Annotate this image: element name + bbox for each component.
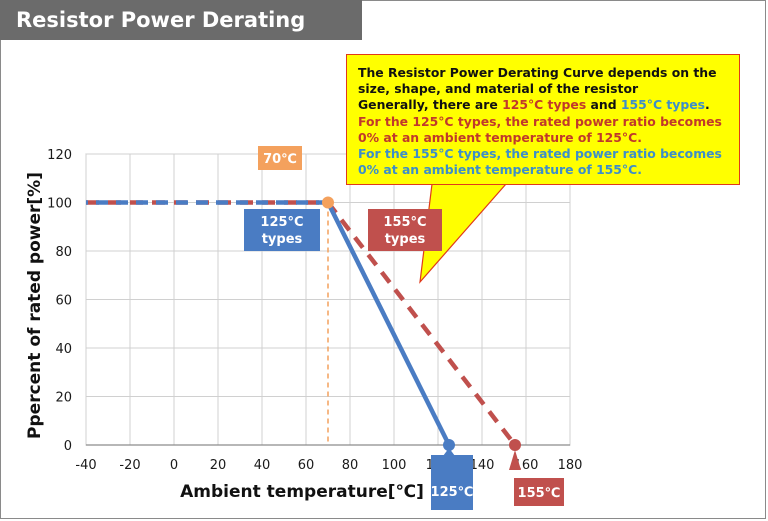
- type-155-label: 155°C types: [368, 209, 442, 251]
- explanation-callout: The Resistor Power Derating Curve depend…: [346, 54, 740, 185]
- note-line-2: size, shape, and material of the resisto…: [358, 81, 639, 97]
- type-125-label: 125°C types: [244, 209, 320, 251]
- x-axis-title: Ambient temperature[℃]: [180, 482, 424, 502]
- x-tick-label: 180: [558, 458, 583, 473]
- y-tick-label: 120: [47, 148, 72, 163]
- x-tick-label: 0: [170, 458, 178, 473]
- note-line-6: For the 155°C types, the rated power rat…: [358, 146, 722, 162]
- end-label-155c: 155℃: [509, 450, 564, 506]
- y-tick-label: 0: [64, 439, 72, 454]
- knee-label-70c: 70℃: [258, 146, 302, 170]
- y-tick-label: 100: [47, 197, 72, 212]
- note-line-5: 0% at an ambient temperature of 125°C.: [358, 129, 642, 145]
- end-155-pointer: [509, 450, 521, 470]
- knee-label-text: 70℃: [263, 152, 297, 167]
- x-tick-label: -20: [119, 458, 140, 473]
- type-125-line2: types: [262, 232, 303, 247]
- type-155-box: [368, 209, 442, 251]
- note-line-1: The Resistor Power Derating Curve depend…: [358, 65, 717, 80]
- x-tick-label: 40: [254, 458, 271, 473]
- x-tick-label: 20: [210, 458, 227, 473]
- y-tick-labels: 0 20 40 60 80 100 120: [47, 148, 72, 454]
- note-line-3: Generally, there are 125°C types and 155…: [358, 97, 731, 113]
- type-155-line1: 155°C: [383, 215, 426, 230]
- x-tick-label: -40: [75, 458, 96, 473]
- note-line-4: For the 125°C types, the rated power rat…: [358, 113, 722, 129]
- y-tick-label: 40: [55, 342, 72, 357]
- end-125-pointer: [443, 448, 455, 456]
- end-155-text: 155℃: [518, 486, 561, 501]
- note-line-3-155: 155°C types: [620, 97, 706, 113]
- note-line-3-a: Generally, there are: [358, 97, 503, 113]
- y-tick-label: 20: [55, 391, 72, 406]
- knee-point-marker: [322, 196, 334, 209]
- x-tick-labels: -40-20020406080100120140160180: [75, 458, 582, 473]
- end-125-box: [431, 455, 473, 510]
- note-line-3-125: 125°C types: [502, 97, 587, 113]
- x-tick-label: 80: [342, 458, 359, 473]
- y-tick-label: 60: [55, 294, 72, 309]
- knee-label-box: [258, 146, 302, 170]
- end-125-marker: [443, 439, 455, 451]
- series-125-slope: [325, 201, 452, 447]
- x-tick-label: 100: [382, 458, 407, 473]
- note-line-3-and: and: [586, 97, 621, 113]
- end-125-text: 125℃: [431, 485, 474, 500]
- page-title: Resistor Power Derating Curve: [0, 0, 362, 72]
- x-tick-label: 140: [470, 458, 495, 473]
- end-label-125c: 125℃: [431, 448, 474, 510]
- end-155-box: [514, 478, 564, 506]
- y-tick-label: 80: [55, 245, 72, 260]
- type-155-line2: types: [385, 232, 426, 247]
- end-155-marker: [509, 439, 521, 451]
- note-line-7: 0% at an ambient temperature of 155°C.: [358, 162, 642, 178]
- note-line-3-end: .: [705, 97, 710, 113]
- type-125-box: [244, 209, 320, 251]
- markers: [322, 196, 521, 451]
- type-125-line1: 125°C: [260, 215, 303, 230]
- x-tick-label: 60: [298, 458, 315, 473]
- y-axis-title: Ppercent of rated power[%]: [25, 172, 45, 439]
